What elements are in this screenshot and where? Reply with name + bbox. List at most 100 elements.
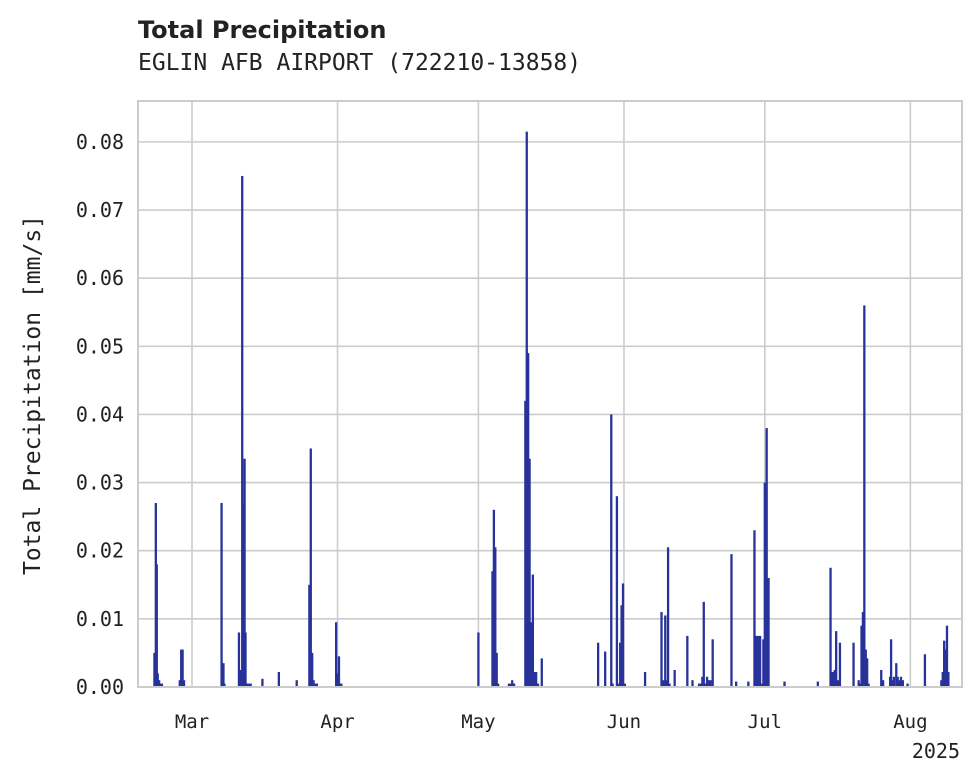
precipitation-bar [829,567,832,687]
grid-layer [138,101,962,688]
precipitation-bar [711,639,714,687]
precipitation-bar [704,683,707,687]
precipitation-bar [222,663,225,687]
precipitation-bar [760,683,764,687]
plot-frame [137,100,963,688]
precipitation-bar [261,678,264,687]
precipitation-bar [830,672,834,687]
precipitation-bar [906,683,909,687]
precipitation-bar [702,601,705,687]
precipitation-bar [277,672,280,687]
y-tick-label: 0.01 [76,607,124,631]
precipitation-bar [757,635,760,687]
labels-layer: 0.00 0.01 0.02 0.03 0.04 0.05 0.06 0.07 0.08 Mar A… [76,130,928,733]
precipitation-bar [156,673,159,687]
precipitation-bar [707,680,710,687]
y-tick-label: 0.08 [76,130,124,154]
precipitation-bar [531,574,535,687]
precipitation-bar [860,625,863,687]
precipitation-bar [477,632,480,687]
precipitation-bar [899,676,903,687]
y-tick-label: 0.06 [76,266,124,290]
precipitation-bar [244,632,247,687]
precipitation-bar [836,680,840,687]
precipitation-bar [181,649,184,687]
precipitation-bar [507,683,511,687]
precipitation-bar [159,683,162,687]
precipitation-bar [315,683,319,687]
precipitation-bar [511,680,514,687]
y-tick-label: 0.00 [76,675,124,699]
precipitation-bar [730,554,733,687]
precipitation-bar [863,305,866,687]
precipitation-bar [621,583,625,687]
precipitation-bar [763,482,766,687]
precipitation-bar [527,353,530,687]
y-tick-label: 0.05 [76,334,124,358]
y-tick-label: 0.03 [76,471,124,495]
precipitation-bar [892,676,896,687]
precipitation-bar [665,680,668,687]
precipitation-bar [311,652,314,687]
precipitation-bar [160,683,164,687]
precipitation-bar [155,564,158,687]
precipitation-bar [832,672,835,687]
precipitation-bar [334,622,338,687]
precipitation-bar [496,683,500,687]
precipitation-bar [495,652,498,687]
precipitation-bar [867,683,870,687]
precipitation-bar [709,680,712,687]
precipitation-bar [295,680,298,687]
precipitation-bar [246,683,250,687]
precipitation-bar [735,681,738,687]
precipitation-bar [604,651,607,687]
precipitation-bar [153,652,156,687]
precipitation-bar [762,639,765,687]
precipitation-bar [664,615,667,687]
precipitation-bar [239,669,242,687]
precipitation-bar [861,612,865,687]
precipitation-bar [838,642,842,687]
precipitation-bar [943,640,946,687]
precipitation-bar [747,681,750,687]
precipitation-bar [540,658,543,687]
precipitation-bar [898,680,901,687]
precipitation-bar [623,683,627,687]
precipitation-bar [858,683,862,687]
y-axis-label: Total Precipitation [mm/s] [20,215,46,575]
precipitation-bar [857,680,860,687]
precipitation-bar [242,503,245,687]
precipitation-bar [492,509,496,687]
x-tick-label: Aug [893,711,927,733]
precipitation-bar [895,663,898,687]
precipitation-bar [947,672,950,687]
precipitation-bar [660,612,663,687]
chart-title: Total Precipitation [138,16,387,44]
precipitation-bar [699,683,702,687]
precipitation-bar [662,680,665,687]
y-tick-label: 0.04 [76,402,124,426]
precipitation-bar [833,669,836,687]
precipitation-bar [524,400,527,687]
precipitation-bar [666,547,670,687]
precipitation-bar [157,680,161,687]
precipitation-bar [512,683,516,687]
precipitation-bar [536,683,540,687]
precipitation-bar [901,680,904,687]
precipitation-bar [337,656,341,687]
precipitation-bar [944,649,947,687]
precipitation-bar [643,672,647,687]
precipitation-bar [223,683,226,687]
precipitation-bar [923,654,927,687]
precipitation-bar [753,530,756,687]
precipitation-bar [312,680,315,687]
precipitation-bar [783,681,786,687]
precipitation-bar [237,632,241,687]
precipitation-bar [610,414,613,687]
precipitation-bar [889,639,893,687]
precipitation-bar [314,683,317,687]
precipitation-bar [835,631,838,687]
precipitation-bar [852,642,855,687]
precipitation-bar [891,680,894,687]
